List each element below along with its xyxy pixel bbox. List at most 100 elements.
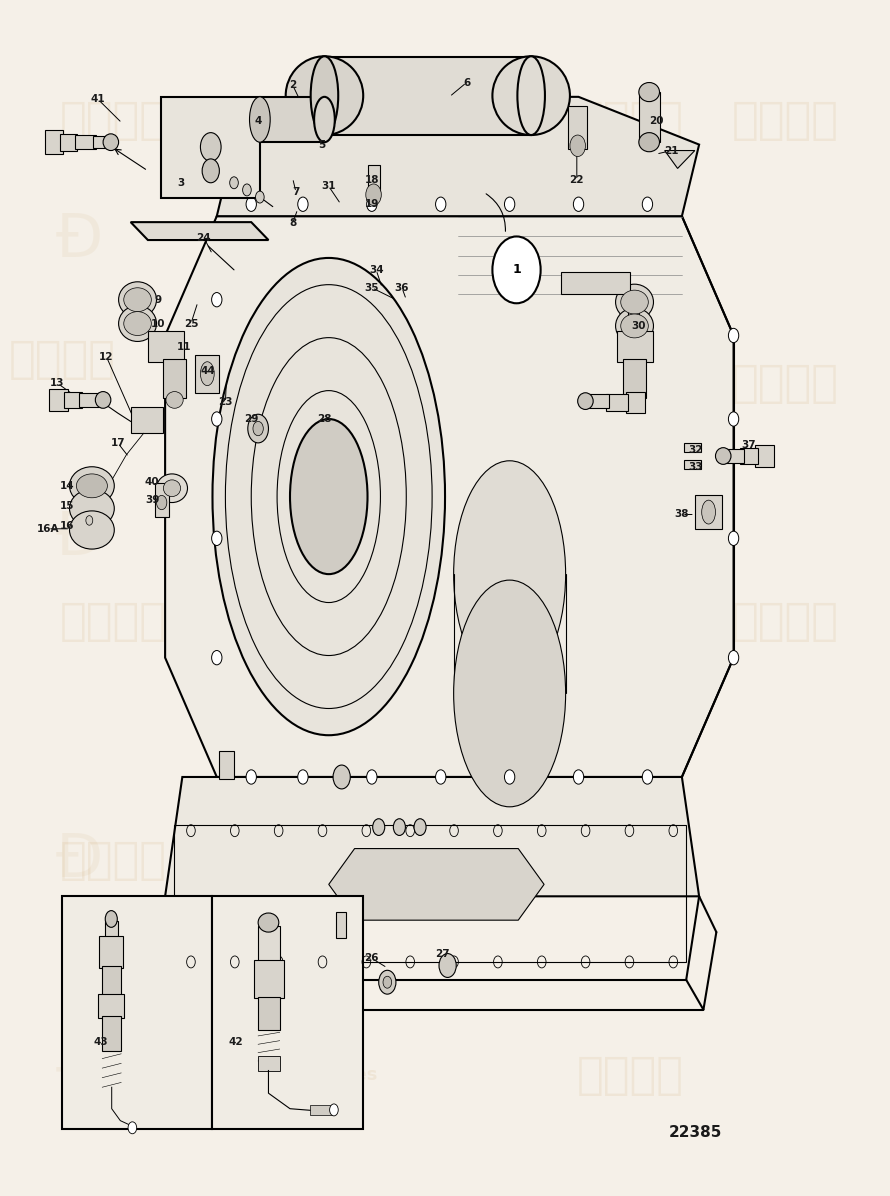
Text: 5: 5: [319, 140, 326, 150]
Ellipse shape: [616, 285, 653, 321]
Circle shape: [492, 237, 540, 304]
Ellipse shape: [311, 56, 338, 135]
Bar: [368, 165, 379, 199]
Text: 25: 25: [183, 318, 198, 329]
Text: 紫发动力: 紫发动力: [732, 600, 838, 643]
Ellipse shape: [286, 56, 363, 135]
Bar: [219, 751, 234, 780]
Polygon shape: [328, 849, 544, 920]
Text: Ð: Ð: [606, 831, 654, 890]
Text: 11: 11: [177, 342, 191, 353]
Text: 紫发动力: 紫发动力: [732, 99, 838, 142]
Bar: [105, 921, 117, 938]
Ellipse shape: [200, 361, 214, 385]
Bar: [606, 393, 627, 410]
Polygon shape: [217, 97, 700, 216]
Circle shape: [246, 197, 256, 212]
Text: Diesel-Engines: Diesel-Engines: [228, 374, 377, 392]
Ellipse shape: [639, 133, 659, 152]
Text: 紫发动力: 紫发动力: [732, 361, 838, 404]
Text: 34: 34: [368, 264, 384, 275]
Ellipse shape: [701, 500, 716, 524]
Bar: [740, 447, 757, 464]
Text: 3: 3: [177, 178, 184, 188]
Ellipse shape: [290, 419, 368, 574]
Text: 13: 13: [50, 378, 65, 389]
Text: 紫发动力: 紫发动力: [525, 315, 632, 356]
Text: 33: 33: [689, 462, 703, 471]
Bar: [336, 911, 346, 938]
Circle shape: [255, 191, 264, 203]
Text: Ð: Ð: [606, 508, 654, 568]
Bar: [213, 896, 363, 1129]
Circle shape: [202, 159, 219, 183]
Bar: [174, 825, 686, 962]
Text: 21: 21: [664, 146, 679, 155]
Text: 14: 14: [60, 481, 74, 490]
Bar: [99, 935, 123, 968]
Bar: [639, 92, 659, 142]
Bar: [623, 359, 646, 397]
Text: 紫发动力: 紫发动力: [577, 840, 684, 881]
Circle shape: [393, 819, 406, 836]
Ellipse shape: [578, 392, 593, 409]
Bar: [260, 97, 325, 142]
Text: 23: 23: [218, 397, 232, 408]
Text: Ð: Ð: [55, 210, 102, 269]
Polygon shape: [166, 216, 733, 777]
Text: Diesel-Engines: Diesel-Engines: [366, 612, 515, 630]
Bar: [568, 106, 587, 150]
Ellipse shape: [366, 184, 381, 206]
Text: 紫发动力: 紫发动力: [577, 99, 684, 142]
Text: 35: 35: [365, 282, 379, 293]
Bar: [75, 135, 96, 150]
Circle shape: [105, 910, 117, 927]
Circle shape: [243, 184, 251, 196]
Circle shape: [439, 953, 457, 977]
Circle shape: [298, 197, 308, 212]
Bar: [148, 331, 184, 361]
Text: 41: 41: [91, 94, 105, 104]
Text: 19: 19: [365, 200, 379, 209]
Ellipse shape: [95, 391, 111, 408]
Bar: [258, 996, 279, 1030]
Text: 18: 18: [365, 176, 379, 185]
Ellipse shape: [517, 56, 545, 135]
Text: 28: 28: [317, 414, 332, 425]
Circle shape: [383, 976, 392, 988]
Circle shape: [212, 531, 222, 545]
Text: 31: 31: [321, 182, 336, 191]
Text: 37: 37: [741, 440, 756, 450]
Text: 1: 1: [512, 263, 521, 276]
Text: 20: 20: [649, 116, 663, 126]
Circle shape: [367, 770, 377, 785]
Polygon shape: [665, 151, 695, 169]
Text: 38: 38: [675, 509, 689, 519]
Bar: [562, 273, 630, 294]
Ellipse shape: [570, 135, 586, 157]
Text: 16A: 16A: [36, 524, 60, 533]
Ellipse shape: [492, 56, 570, 135]
Bar: [79, 392, 101, 407]
Bar: [626, 391, 645, 413]
Bar: [684, 443, 700, 452]
Text: 43: 43: [93, 1037, 108, 1046]
Circle shape: [329, 1104, 338, 1116]
Circle shape: [200, 133, 221, 161]
Text: 紫发动力: 紫发动力: [60, 600, 167, 643]
Circle shape: [573, 197, 584, 212]
Text: Ð: Ð: [383, 508, 430, 568]
Circle shape: [85, 515, 93, 525]
Text: 10: 10: [151, 318, 166, 329]
Circle shape: [728, 531, 739, 545]
Circle shape: [212, 293, 222, 307]
Bar: [131, 407, 164, 433]
Circle shape: [230, 177, 239, 189]
Circle shape: [728, 329, 739, 342]
Text: 24: 24: [197, 233, 211, 243]
Text: 29: 29: [244, 414, 258, 425]
Polygon shape: [131, 222, 269, 240]
Text: 紫发动力: 紫发动力: [577, 600, 684, 643]
Bar: [695, 495, 723, 529]
Bar: [102, 1015, 121, 1051]
